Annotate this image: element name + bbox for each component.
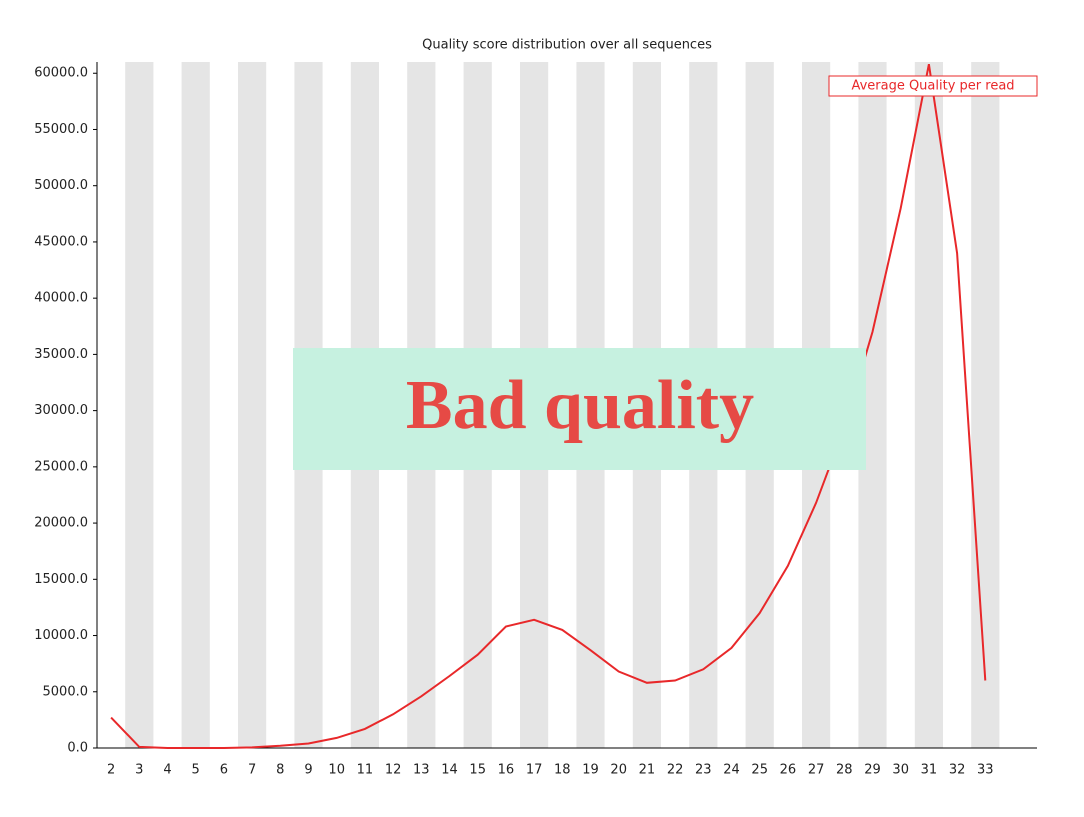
x-tick-label: 24: [723, 763, 740, 778]
band: [125, 62, 154, 748]
band: [238, 62, 267, 748]
x-tick-label: 13: [413, 763, 430, 778]
annotation: Bad quality: [406, 367, 754, 444]
x-tick-label: 23: [695, 763, 712, 778]
x-tick-label: 33: [977, 763, 994, 778]
x-tick-label: 26: [780, 763, 797, 778]
y-tick-label: 30000.0: [34, 403, 88, 418]
x-tick-label: 4: [163, 763, 171, 778]
y-tick-label: 35000.0: [34, 347, 88, 362]
x-tick-label: 8: [276, 763, 284, 778]
y-tick-label: 25000.0: [34, 459, 88, 474]
x-tick-label: 25: [751, 763, 768, 778]
band: [971, 62, 1000, 748]
x-tick-label: 5: [192, 763, 200, 778]
y-tick-label: 50000.0: [34, 178, 88, 193]
legend-label: Average Quality per read: [851, 79, 1014, 94]
x-tick-label: 10: [328, 763, 345, 778]
x-tick-label: 6: [220, 763, 228, 778]
y-tick-label: 55000.0: [34, 122, 88, 137]
x-tick-label: 9: [304, 763, 312, 778]
y-tick-label: 5000.0: [43, 684, 89, 699]
x-tick-label: 30: [892, 763, 909, 778]
x-tick-label: 7: [248, 763, 256, 778]
x-tick-label: 3: [135, 763, 143, 778]
x-tick-label: 31: [921, 763, 938, 778]
x-tick-label: 11: [357, 763, 374, 778]
x-tick-label: 21: [639, 763, 656, 778]
x-tick-label: 14: [441, 763, 458, 778]
y-tick-label: 40000.0: [34, 291, 88, 306]
x-tick-label: 32: [949, 763, 966, 778]
legend: Average Quality per read: [828, 75, 1038, 97]
x-tick-label: 18: [554, 763, 571, 778]
x-tick-label: 15: [469, 763, 486, 778]
y-tick-label: 45000.0: [34, 234, 88, 249]
x-tick-label: 16: [498, 763, 515, 778]
band: [181, 62, 210, 748]
x-tick-label: 29: [864, 763, 881, 778]
x-tick-label: 12: [385, 763, 402, 778]
x-tick-label: 20: [610, 763, 627, 778]
y-tick-label: 0.0: [67, 741, 88, 756]
x-tick-label: 22: [667, 763, 684, 778]
x-tick-label: 19: [582, 763, 599, 778]
y-tick-label: 20000.0: [34, 516, 88, 531]
x-tick-label: 28: [836, 763, 853, 778]
x-tick-label: 2: [107, 763, 115, 778]
legend-box: [828, 75, 1038, 97]
x-tick-label: 17: [526, 763, 543, 778]
chart-title: Quality score distribution over all sequ…: [422, 38, 712, 53]
x-tick-label: 27: [808, 763, 825, 778]
y-tick-label: 60000.0: [34, 66, 88, 81]
y-tick-label: 15000.0: [34, 572, 88, 587]
annotation-box: [293, 348, 866, 470]
y-tick-label: 10000.0: [34, 628, 88, 643]
band: [914, 62, 943, 748]
